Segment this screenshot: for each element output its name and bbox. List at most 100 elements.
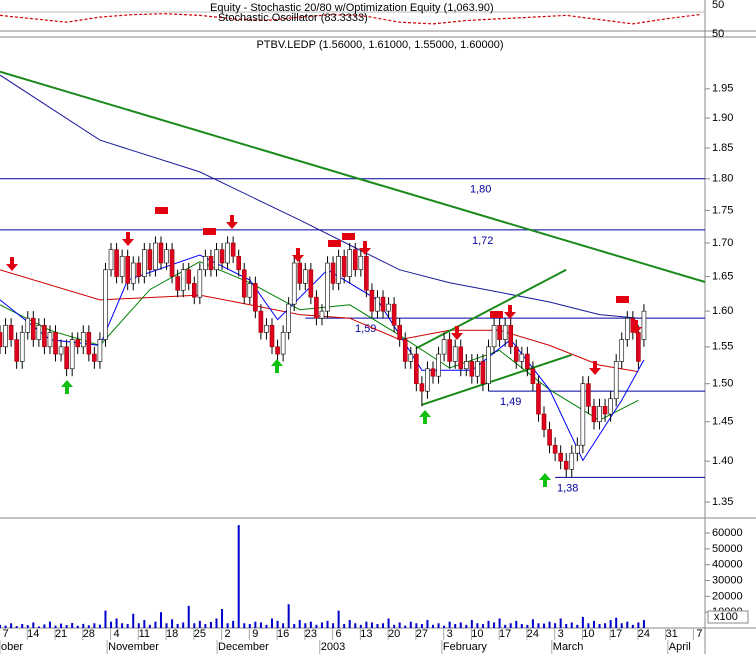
level-label: 1,80 [470,184,491,196]
y-tick-label: 1.95 [712,83,733,95]
volume-bar [487,620,490,628]
month-label: December [218,641,269,653]
x-tick-label: 17 [499,628,511,640]
candle-body [619,339,625,362]
candle-body [158,242,164,264]
level-label: 1,72 [472,235,493,247]
x-tick-label: 24 [638,628,650,640]
x-tick-label: 10 [471,628,483,640]
candle-body [175,276,180,291]
volume-bar [15,626,18,628]
candle-body [47,332,53,348]
candle-body [241,269,247,298]
candle-body [419,383,425,392]
candle-body [563,460,569,470]
candle-body [164,249,169,264]
candle-body [53,332,58,355]
volume-bar [143,620,146,628]
volume-bar [43,624,46,628]
candle-body [108,249,114,271]
level-label: 1,59 [355,323,376,335]
x-tick-label: 25 [194,628,206,640]
volume-bar [271,618,274,628]
candle-body [25,317,31,333]
volume-bar [398,622,401,628]
volume-bar [4,625,7,628]
exit-tag [342,233,355,240]
candle-body [80,332,86,348]
volume-bar [526,624,529,628]
candle-body [458,346,464,370]
month-label: February [443,641,488,653]
x-tick-label: 3 [558,628,564,640]
y-tick-label: 1.65 [712,270,733,282]
volume-bar [637,622,640,628]
candle-body [125,256,130,284]
candle-body [136,262,142,277]
x-tick-label: 13 [360,628,372,640]
x-tick-label: 2 [225,628,231,640]
candle-body [430,368,436,377]
candle-body [336,256,341,284]
volume-bar [615,617,618,628]
candle-body [475,361,480,377]
volume-bar [87,625,90,628]
volume-bar [354,623,357,628]
volume-bar [32,622,35,628]
candle-body [463,361,469,370]
candle-body [491,324,497,348]
candle-body [402,339,408,362]
candle-body [258,310,264,333]
x-tick-label: 6 [336,628,342,640]
candle-body [291,262,297,305]
candle-body [142,249,147,277]
candle-body [191,283,197,298]
x-tick-label: 10 [582,628,594,640]
y-tick-label: 1.55 [712,341,733,353]
candle-body [452,346,458,362]
candle-body [613,361,619,400]
panel-axis-label: 50 [712,0,724,11]
candle-body [14,339,19,362]
volume-bar [548,621,551,628]
candle-body [58,346,64,355]
candle-body [391,303,397,326]
panel-title: Stochastic Oscillator (83.3333) [218,12,368,24]
candle-body [64,346,69,370]
volume-bar [543,623,546,628]
candle-body [602,406,608,415]
moving-average [0,254,645,462]
volume-bar [60,623,63,628]
candle-body [469,361,475,377]
candle-body [319,310,325,319]
candle-body [219,249,225,264]
volume-bar [243,623,246,628]
candle-body [497,324,502,340]
candle-body [330,262,336,284]
volume-bar [642,620,645,628]
stochastic-line [0,13,700,25]
month-label: March [553,641,584,653]
x-tick-label: 17 [610,628,622,640]
volume-bar [470,620,473,628]
volume-unit-label: x100 [714,611,738,623]
candle-body [31,317,36,340]
volume-bar [570,622,573,628]
candle-body [103,269,108,340]
trend-line [421,353,573,406]
volume-bar [476,623,479,628]
candle-body [86,332,92,355]
candle-body [352,249,358,271]
candle-body [380,296,386,312]
candle-body [280,332,286,355]
volume-bar [165,623,168,628]
volume-bar [48,621,51,628]
candle-body [375,296,380,312]
volume-bar [254,621,257,628]
candle-body [214,249,219,271]
candle-body [558,452,563,462]
candle-body [19,332,25,362]
volume-bar [393,624,396,628]
candle-body [130,262,136,284]
